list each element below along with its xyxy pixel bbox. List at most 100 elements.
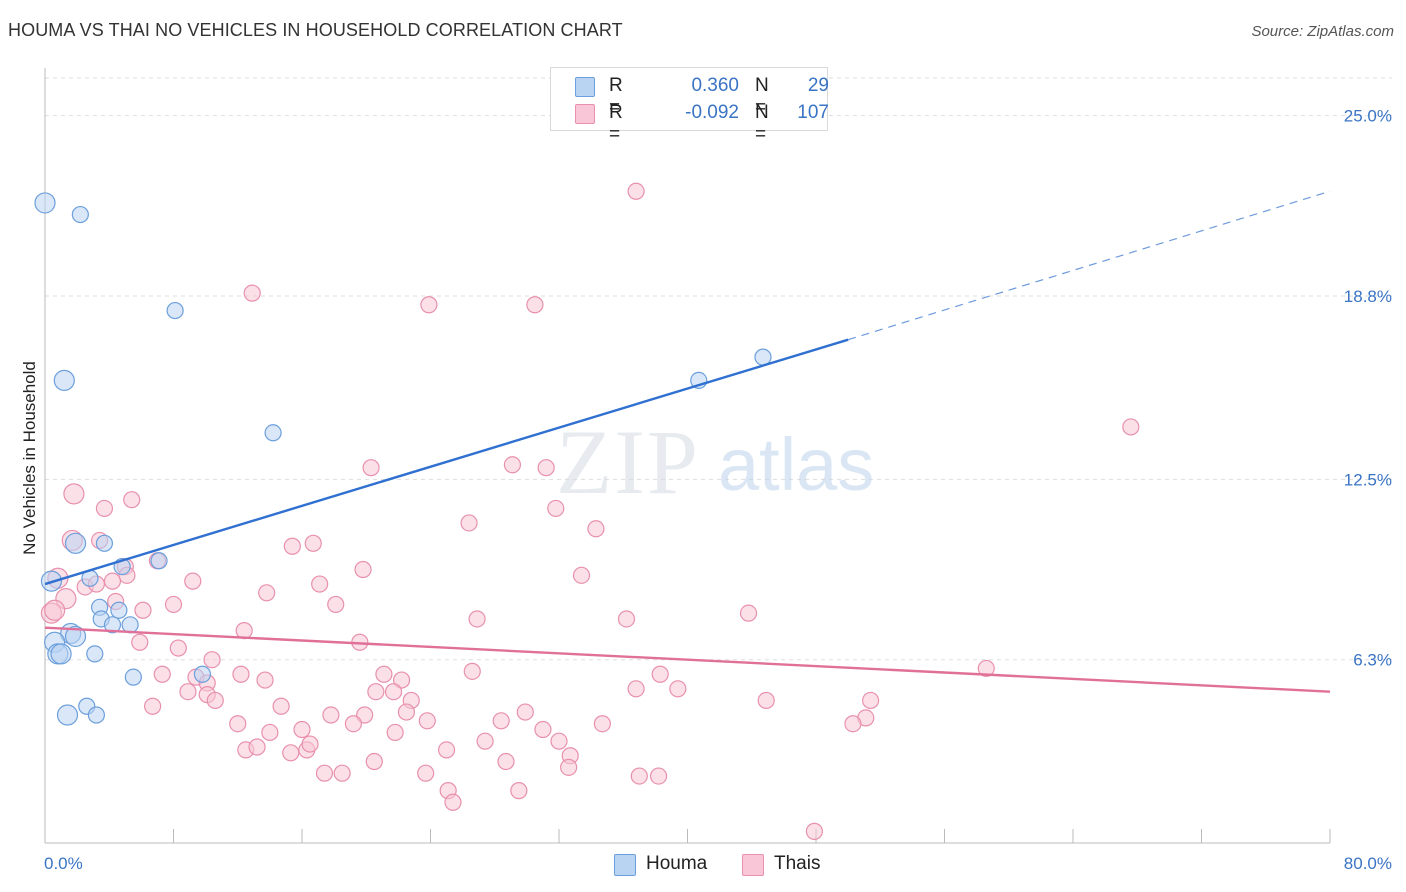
thais-point [354,560,372,579]
thais-point [547,499,565,518]
houma-point [71,205,89,224]
thais-point [134,601,152,619]
thais-point [503,456,522,474]
thais-point [560,758,578,776]
thais-point [397,703,416,721]
x-tick-label-min: 0.0% [44,854,83,873]
correlation-legend: R = 0.360 N = 29 R = -0.092 N = 107 [550,67,829,145]
thais-point [283,537,301,555]
thais-point [95,499,114,518]
source-credit: Source: ZipAtlas.com [1251,23,1394,40]
houma-point [87,706,106,724]
thais-point [627,182,645,200]
thais-point [463,662,481,680]
thais-point [184,572,202,590]
thais-point [492,712,510,730]
y-tick-label: 25.0% [1344,107,1392,126]
trendlines [44,190,1331,693]
houma-legend-label: Houma [646,853,708,874]
thais-point [757,691,775,710]
chart-title: HOUMA VS THAI NO VEHICLES IN HOUSEHOLD C… [8,20,623,40]
thais-n-value: 107 [797,102,829,123]
thais-point [311,575,329,593]
thais-point [418,712,436,730]
thais-point [304,534,322,552]
thais-point [1122,418,1140,436]
thais-point [203,651,221,669]
thais-point [420,296,438,314]
thais-point [526,296,544,314]
houma-point [34,192,56,214]
thais-point [123,491,141,509]
thais-point [282,744,300,762]
thais-point [537,459,555,477]
watermark: ZIP atlas [556,411,874,513]
thais-point [261,723,279,742]
watermark-atlas: atlas [718,423,874,506]
thais-point [367,683,385,701]
thais-point [333,764,351,782]
thais-point [444,793,462,811]
thais-point [844,715,862,733]
houma-r-value: 0.360 [691,75,739,96]
thais-point [153,665,171,683]
houma-point [64,625,87,648]
thais-point [630,767,648,785]
thais-point [344,715,362,733]
thais-point [417,764,435,782]
houma-point [53,369,75,391]
thais-legend-swatch [742,854,764,876]
thais-point [164,595,183,614]
thais-point [627,680,645,698]
thais-point [384,683,403,701]
thais-point [460,514,478,532]
houma-trendline [44,338,849,586]
thais-point [862,691,880,710]
watermark-zip: ZIP [556,411,700,513]
thais-point [322,706,340,724]
thais-point [572,566,591,584]
thais-point [356,706,374,724]
thais-point [248,738,266,756]
thais-point [587,520,605,538]
thais-point [44,599,66,621]
houma-trendline-extension [847,190,1331,341]
thais-point [437,741,456,759]
thais-point [206,691,224,710]
thais-r-value: -0.092 [685,102,739,123]
thais-point [131,633,149,651]
houma-point [64,532,87,554]
thais-point [103,572,122,590]
thais-trendline [44,626,1331,693]
thais-point [301,735,319,753]
houma-point [95,534,114,552]
thais-point [516,703,534,721]
thais-point [365,752,383,771]
thais-swatch [575,104,595,124]
thais-point [258,584,276,602]
thais-point [243,284,261,302]
y-tick-label: 18.8% [1344,287,1392,306]
thais-point [534,720,552,739]
thais-point [63,483,85,505]
thais-point [362,459,380,477]
thais-point [977,659,995,678]
houma-r-label: R = [609,75,623,118]
thais-point [144,697,162,715]
thais-point [669,680,687,698]
thais-point [593,715,611,733]
thais-point [315,764,334,782]
thais-point [739,604,758,622]
y-tick-labels: 6.3% 12.5% 18.8% 25.0% [1344,107,1392,670]
thais-point [468,610,486,628]
thais-point [327,595,345,614]
thais-legend-label: Thais [774,853,821,874]
houma-point [86,645,104,663]
y-tick-label: 6.3% [1353,651,1392,670]
thais-point [293,720,311,739]
houma-point [50,643,72,665]
houma-point [121,616,139,634]
houma-point [103,616,122,634]
houma-n-label: N = [755,75,769,118]
